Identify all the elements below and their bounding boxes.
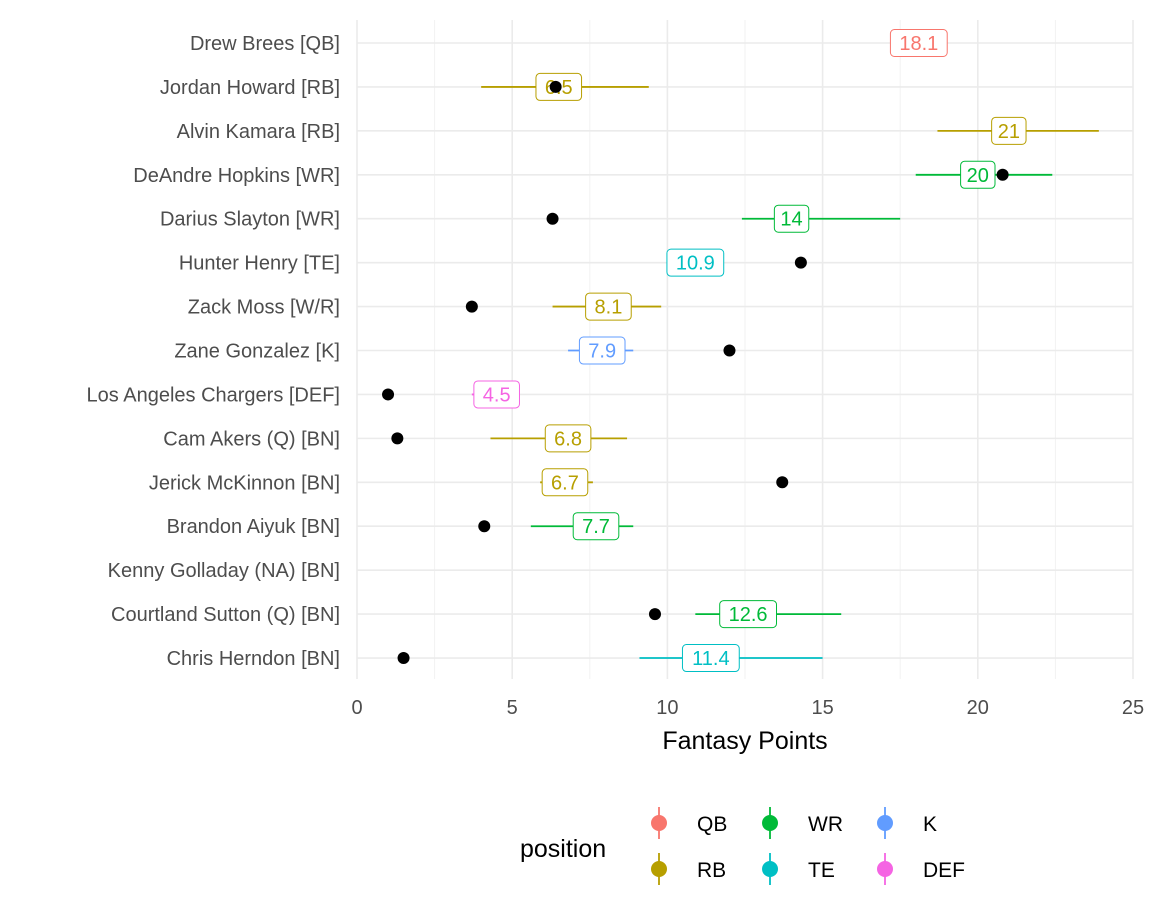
- projection-label-box: [585, 292, 632, 321]
- x-tick-label: 25: [1122, 697, 1144, 719]
- actual-points-dot: [996, 168, 1009, 181]
- x-tick-label: 5: [507, 697, 518, 719]
- legend-entry-rb: RB: [651, 853, 726, 885]
- projection-label: 7.9: [588, 341, 616, 363]
- x-tick-label: 10: [656, 697, 678, 719]
- projection-label-box: [681, 644, 740, 673]
- legend-entry-wr: WR: [762, 807, 843, 839]
- actual-points-dot: [397, 652, 410, 665]
- legend-label: QB: [697, 813, 727, 836]
- actual-points-dot: [465, 300, 478, 313]
- projection-label-box: [572, 512, 620, 541]
- projection-label-box: [773, 204, 810, 233]
- projection-label-box: [666, 248, 725, 277]
- player-name-label: Los Angeles Chargers [DEF]: [87, 384, 340, 406]
- player-name-label: Brandon Aiyuk [BN]: [167, 516, 340, 538]
- x-tick-label: 20: [967, 697, 989, 719]
- actual-points-dot: [794, 256, 807, 269]
- actual-points-dot: [546, 212, 559, 225]
- legend-key-dot: [877, 815, 893, 831]
- legend-key-dot: [651, 815, 667, 831]
- player-name-label: Cam Akers (Q) [BN]: [163, 428, 340, 450]
- legend: position QB RB WR TE K DEF: [520, 807, 965, 885]
- projection-label: 6.8: [554, 428, 582, 450]
- player-name-label: Zack Moss [W/R]: [188, 297, 340, 319]
- projection-label: 10.9: [676, 253, 715, 275]
- projection-label-box: [544, 424, 592, 453]
- actual-points-dot: [648, 608, 661, 621]
- projection-label: 14: [780, 209, 802, 231]
- legend-entry-qb: QB: [651, 807, 727, 839]
- legend-label: WR: [808, 813, 843, 836]
- projection-label: 12.6: [729, 604, 768, 626]
- legend-entry-k: K: [877, 807, 937, 839]
- player-name-label: Courtland Sutton (Q) [BN]: [111, 604, 340, 626]
- legend-label: RB: [697, 859, 726, 882]
- x-tick-label: 15: [811, 697, 833, 719]
- legend-entry-te: TE: [762, 853, 835, 885]
- x-tick-label: 0: [351, 697, 362, 719]
- projection-label-box: [541, 468, 589, 497]
- player-name-label: Zane Gonzalez [K]: [174, 341, 340, 363]
- legend-key-dot: [762, 861, 778, 877]
- projection-label-box: [960, 160, 996, 189]
- legend-entry-def: DEF: [877, 853, 965, 885]
- legend-key-dot: [762, 815, 778, 831]
- projection-label-box: [578, 336, 626, 365]
- projection-label: 6.7: [551, 472, 579, 494]
- projection-label: 8.1: [595, 297, 623, 319]
- projection-label: 4.5: [483, 384, 511, 406]
- projection-label: 18.1: [899, 33, 938, 55]
- legend-title: position: [520, 835, 606, 863]
- projection-label-box: [889, 29, 948, 57]
- legend-label: K: [923, 813, 937, 836]
- player-name-label: Darius Slayton [WR]: [160, 209, 340, 231]
- projection-label: 11.4: [692, 648, 729, 670]
- projection-label-box: [719, 600, 778, 629]
- x-axis-title: Fantasy Points: [662, 727, 827, 755]
- player-name-label: Hunter Henry [TE]: [179, 253, 340, 275]
- player-name-label: Chris Herndon [BN]: [167, 648, 340, 670]
- actual-points-dot: [776, 476, 789, 489]
- projection-label-box: [991, 116, 1027, 145]
- player-name-label: Alvin Kamara [RB]: [177, 121, 340, 143]
- player-name-label: Jordan Howard [RB]: [160, 77, 340, 99]
- legend-label: TE: [808, 859, 835, 882]
- legend-key-dot: [651, 861, 667, 877]
- player-name-label: Jerick McKinnon [BN]: [149, 472, 340, 494]
- legend-label: DEF: [923, 859, 965, 882]
- actual-points-dot: [549, 80, 562, 93]
- actual-points-dot: [723, 344, 736, 357]
- player-name-label: Kenny Golladay (NA) [BN]: [108, 560, 340, 582]
- projection-label: 21: [998, 121, 1020, 143]
- player-name-label: DeAndre Hopkins [WR]: [133, 165, 340, 187]
- actual-points-dot: [391, 432, 404, 445]
- player-name-label: Drew Brees [QB]: [190, 33, 340, 55]
- projection-label-box: [473, 380, 520, 409]
- projection-label: 20: [967, 165, 989, 187]
- legend-key-dot: [877, 861, 893, 877]
- projection-label: 7.7: [582, 516, 610, 538]
- actual-points-dot: [478, 520, 491, 533]
- actual-points-dot: [382, 388, 395, 401]
